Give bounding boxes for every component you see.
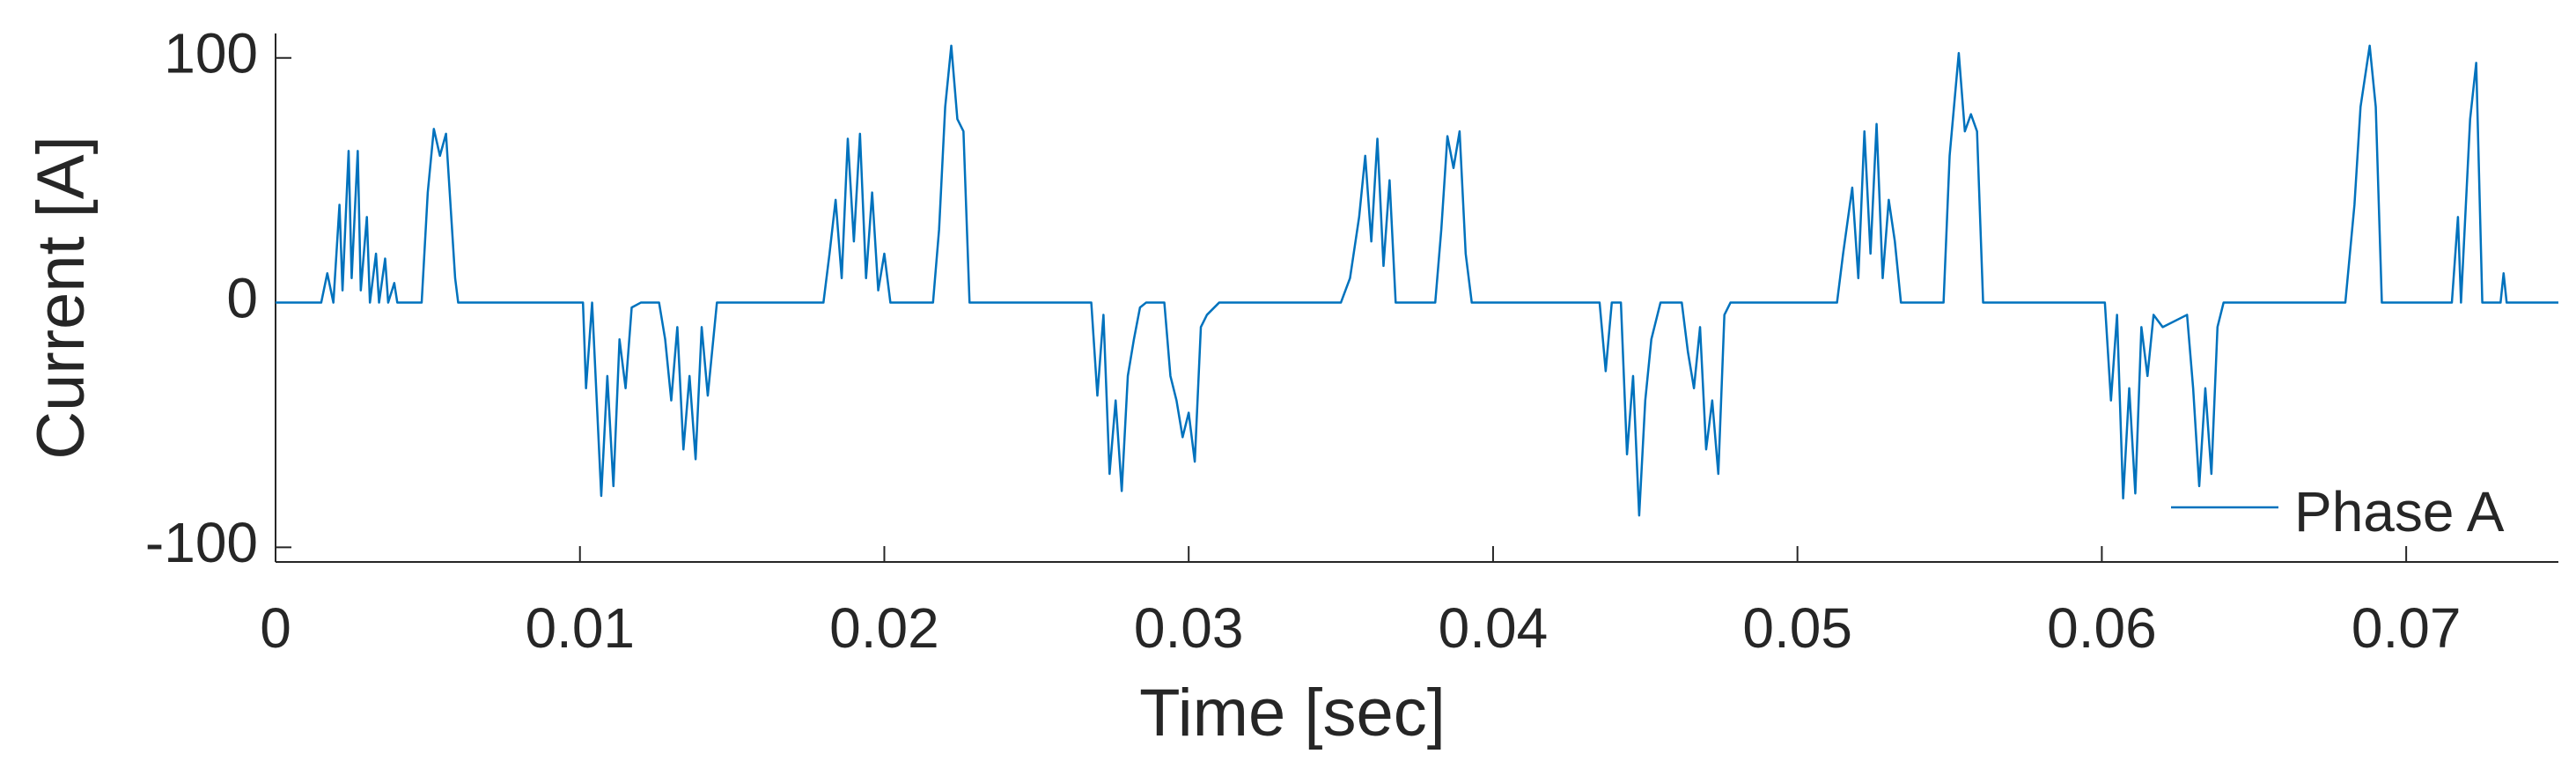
x-tick-label: 0.01 xyxy=(525,596,635,660)
x-tick-label: 0.06 xyxy=(2047,596,2157,660)
data-line xyxy=(276,44,2558,517)
y-axis-label: Current [A] xyxy=(24,136,99,459)
x-tick-label: 0.02 xyxy=(829,596,939,660)
x-tick-label: 0.05 xyxy=(1742,596,1852,660)
x-tick-label: 0.03 xyxy=(1134,596,1244,660)
legend-label: Phase A xyxy=(2294,480,2505,543)
y-tick-label: 100 xyxy=(164,22,258,85)
x-tick-label: 0 xyxy=(260,596,291,660)
y-tick-label: -100 xyxy=(145,511,258,574)
y-tick-label: 0 xyxy=(226,266,258,329)
x-tick-label: 0.04 xyxy=(1439,596,1549,660)
x-axis-label: Time [sec] xyxy=(1139,676,1446,750)
x-tick-label: 0.07 xyxy=(2352,596,2462,660)
